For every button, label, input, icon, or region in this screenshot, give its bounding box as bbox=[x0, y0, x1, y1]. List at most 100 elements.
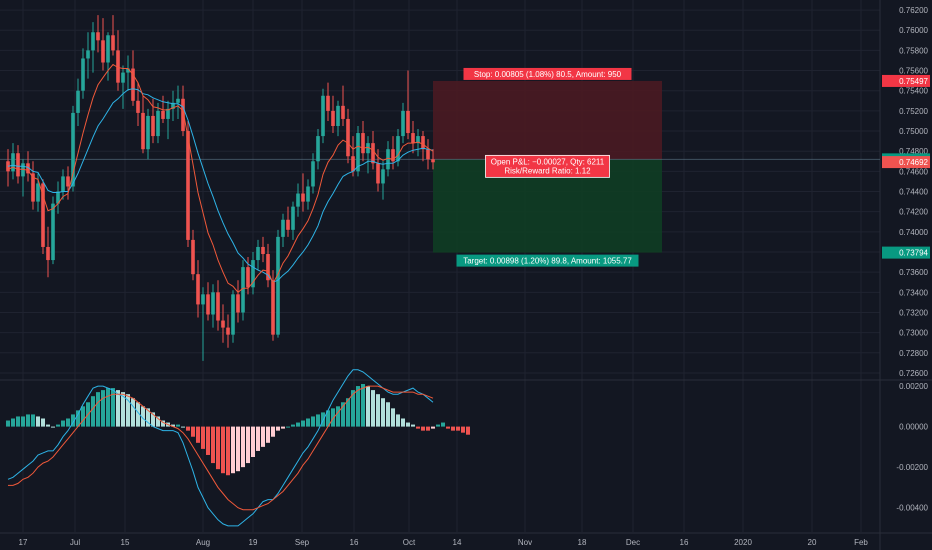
candle-body bbox=[366, 143, 370, 154]
candle-body bbox=[306, 186, 310, 202]
price-tick-label: 0.75200 bbox=[899, 107, 928, 116]
candlestick-series bbox=[6, 15, 435, 361]
candle-body bbox=[386, 149, 390, 170]
time-tick-label: Jul bbox=[70, 538, 80, 547]
candle-body bbox=[121, 72, 125, 83]
candle-body bbox=[346, 118, 350, 157]
macd-tick-label: -0.00200 bbox=[896, 463, 928, 472]
candle-body bbox=[216, 292, 220, 321]
candle-body bbox=[336, 105, 340, 126]
candle-body bbox=[356, 133, 360, 172]
candle-body bbox=[296, 193, 300, 207]
macd-histogram-bar bbox=[326, 410, 330, 427]
ma-slow-line bbox=[7, 88, 434, 283]
macd-histogram-bar bbox=[116, 390, 120, 427]
candle-body bbox=[66, 176, 70, 187]
candle-body bbox=[256, 246, 260, 261]
macd-histogram-bar bbox=[346, 398, 350, 427]
macd-histogram-bar bbox=[91, 396, 95, 427]
macd-histogram-bar bbox=[186, 426, 190, 431]
macd-histogram-bar bbox=[331, 408, 335, 427]
candle-body bbox=[261, 246, 265, 255]
macd-histogram-bar bbox=[201, 426, 205, 449]
candle-body bbox=[421, 136, 425, 150]
price-marker-label: 0.74692 bbox=[899, 158, 928, 167]
macd-histogram-bar bbox=[96, 392, 100, 427]
price-tick-label: 0.73400 bbox=[899, 288, 928, 297]
time-tick-label: 15 bbox=[121, 538, 130, 547]
candle-body bbox=[266, 254, 270, 281]
macd-histogram-bar bbox=[221, 426, 225, 474]
macd-histogram-bar bbox=[276, 426, 280, 431]
time-axis[interactable]: 17 Jul 15 Aug 19 Sep 16 Oct 14 Nov 18 Dec 16 2020 20 Fe… bbox=[19, 538, 869, 547]
macd-histogram-bar bbox=[381, 398, 385, 427]
candle-body bbox=[196, 274, 200, 305]
candle-body bbox=[326, 95, 330, 111]
macd-tick-label: 0.00200 bbox=[899, 382, 928, 391]
time-tick-label: 17 bbox=[19, 538, 28, 547]
candle-body bbox=[321, 95, 325, 137]
time-tick-label: 18 bbox=[578, 538, 587, 547]
macd-histogram-bar bbox=[306, 418, 310, 427]
macd-histogram-bar bbox=[251, 426, 255, 457]
price-tick-label: 0.73000 bbox=[899, 329, 928, 338]
candle-body bbox=[191, 239, 195, 275]
macd-histogram-bar bbox=[161, 420, 165, 427]
candle-body bbox=[6, 161, 10, 172]
candle-body bbox=[361, 133, 365, 154]
macd-histogram-bar bbox=[191, 426, 195, 437]
macd-histogram-bar bbox=[46, 424, 50, 427]
time-tick-label: 20 bbox=[808, 538, 817, 547]
candle-body bbox=[91, 32, 95, 51]
price-tick-label: 0.75600 bbox=[899, 67, 928, 76]
macd-histogram-bar bbox=[241, 426, 245, 468]
candle-body bbox=[311, 161, 315, 187]
macd-histogram-bar bbox=[16, 416, 20, 427]
price-tick-label: 0.73200 bbox=[899, 308, 928, 317]
macd-histogram-bar bbox=[301, 420, 305, 427]
candle-body bbox=[246, 267, 250, 288]
candle-body bbox=[86, 50, 90, 59]
macd-histogram-bar bbox=[226, 426, 230, 476]
price-tick-label: 0.74000 bbox=[899, 228, 928, 237]
time-tick-label: 16 bbox=[680, 538, 689, 547]
macd-histogram-bar bbox=[311, 416, 315, 427]
candle-body bbox=[341, 105, 345, 119]
macd-histogram-bar bbox=[296, 422, 300, 427]
pnl-label: Open P&L: −0.00027, Qty: 6211 bbox=[491, 157, 605, 166]
macd-axis[interactable]: 0.00200 0.00000 -0.00200 -0.00400 bbox=[896, 382, 928, 513]
candle-body bbox=[181, 98, 185, 132]
candle-body bbox=[276, 236, 280, 335]
macd-histogram-bar bbox=[256, 426, 260, 451]
signal-line bbox=[8, 385, 434, 511]
price-axis[interactable]: 0.76200 0.76000 0.75800 0.75600 0.75400 0.752… bbox=[882, 6, 930, 378]
candle-body bbox=[151, 115, 155, 137]
macd-histogram-bar bbox=[386, 402, 390, 427]
time-tick-label: Dec bbox=[626, 538, 640, 547]
macd-pane bbox=[6, 369, 470, 527]
candle-body bbox=[36, 183, 40, 202]
candle-body bbox=[136, 100, 140, 113]
macd-histogram-bar bbox=[216, 426, 220, 470]
candle-body bbox=[201, 294, 205, 305]
macd-histogram-bar bbox=[421, 426, 425, 431]
macd-histogram-bar bbox=[131, 398, 135, 427]
macd-histogram-bar bbox=[416, 426, 420, 429]
macd-histogram-bar bbox=[106, 388, 110, 427]
stop-loss-zone[interactable] bbox=[433, 80, 662, 160]
candle-body bbox=[351, 156, 355, 172]
candle-body bbox=[41, 183, 45, 247]
ma-fast-line bbox=[7, 63, 434, 293]
macd-histogram-bar bbox=[246, 426, 250, 464]
macd-histogram-bar bbox=[406, 422, 410, 427]
macd-histogram-bar bbox=[236, 426, 240, 472]
candle-body bbox=[226, 327, 230, 335]
target-label-box bbox=[456, 254, 639, 267]
macd-histogram-bar bbox=[171, 424, 175, 427]
time-tick-label: Sep bbox=[295, 538, 310, 547]
macd-histogram-bar bbox=[261, 426, 265, 447]
macd-histogram-bar bbox=[411, 424, 415, 427]
rr-label: Risk/Reward Ratio: 1.12 bbox=[504, 166, 591, 175]
position-labels[interactable]: Stop: 0.00805 (1.08%) 80.5, Amount: 950 … bbox=[456, 67, 639, 267]
